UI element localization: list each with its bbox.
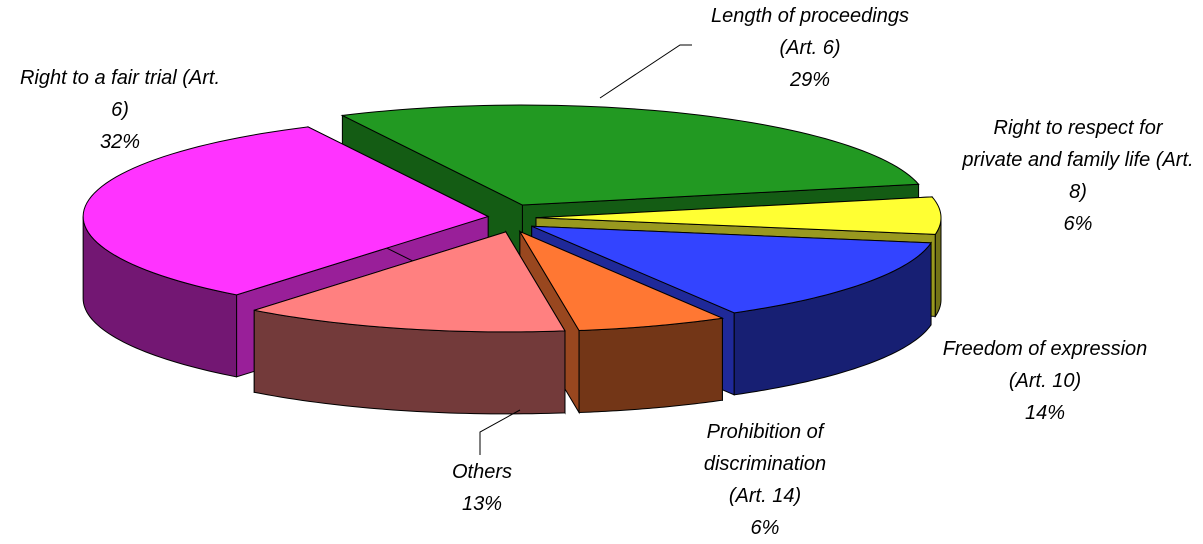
category-label: Length of proceedings (Art. 6) (711, 5, 909, 59)
value-label: 6% (1063, 213, 1093, 235)
slices (82, 104, 942, 415)
slice-top (340, 104, 920, 206)
slice-outer-face (578, 317, 723, 414)
slice-label: Others 13% (422, 456, 542, 520)
slice-top (535, 196, 942, 235)
slice-label: Length of proceedings (Art. 6) 29% (705, 0, 915, 96)
value-label: 14% (1024, 402, 1066, 424)
category-label: Right to a fair trial (Art. 6) (19, 67, 221, 121)
slice-label: Right to respect for private and family … (962, 112, 1194, 240)
slice-top (82, 126, 490, 296)
value-label: 32% (99, 131, 141, 153)
value-label: 29% (789, 69, 831, 91)
leader-line (479, 409, 521, 455)
leader-line (599, 44, 692, 99)
value-label: 13% (461, 493, 503, 515)
slice-top (531, 225, 932, 314)
slice (253, 230, 566, 415)
category-label: Freedom of expression (Art. 10) (942, 338, 1148, 392)
slice-top (254, 231, 566, 333)
slice-label: Right to a fair trial (Art. 6) 32% (18, 62, 223, 158)
value-label: 6% (750, 517, 780, 539)
category-label: Prohibition of discrimination (Art. 14) (703, 421, 827, 507)
category-label: Others (451, 461, 513, 483)
slice-top (518, 230, 725, 332)
slice-label: Freedom of expression (Art. 10) 14% (943, 333, 1148, 429)
category-label: Right to respect for private and family … (962, 117, 1194, 203)
slice-label: Prohibition of discrimination (Art. 14) 6… (685, 416, 845, 544)
